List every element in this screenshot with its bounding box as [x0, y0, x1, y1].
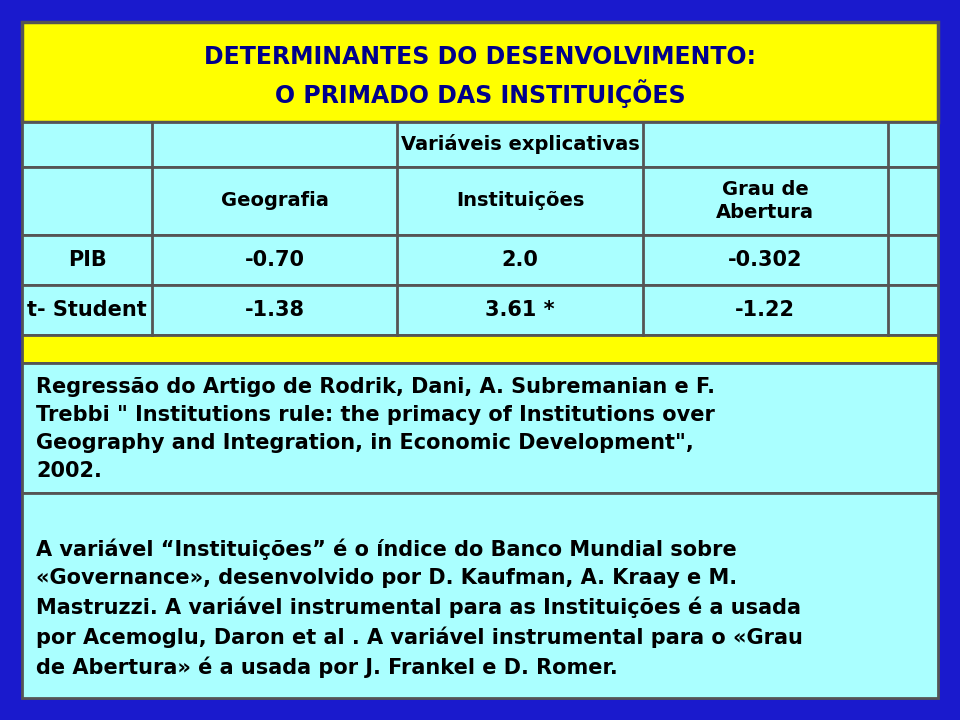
- Text: -1.22: -1.22: [735, 300, 795, 320]
- Text: Regressão do Artigo de Rodrik, Dani, A. Subremanian e F.
Trebbi " Institutions r: Regressão do Artigo de Rodrik, Dani, A. …: [36, 377, 715, 481]
- Text: -0.70: -0.70: [245, 250, 304, 270]
- Bar: [22, 122, 938, 167]
- Text: Grau de
Abertura: Grau de Abertura: [716, 180, 814, 222]
- Bar: [22, 285, 938, 335]
- Bar: [22, 363, 938, 493]
- Bar: [22, 167, 938, 235]
- Text: O PRIMADO DAS INSTITUIÇÕES: O PRIMADO DAS INSTITUIÇÕES: [275, 80, 685, 109]
- Text: PIB: PIB: [67, 250, 107, 270]
- Text: Instituições: Instituições: [456, 192, 585, 210]
- Text: -0.302: -0.302: [728, 250, 803, 270]
- Text: Geografia: Geografia: [221, 192, 328, 210]
- Text: Variáveis explicativas: Variáveis explicativas: [400, 135, 639, 155]
- Text: 2.0: 2.0: [501, 250, 539, 270]
- Text: 3.61 *: 3.61 *: [485, 300, 555, 320]
- Text: t- Student: t- Student: [27, 300, 147, 320]
- Text: DETERMINANTES DO DESENVOLVIMENTO:: DETERMINANTES DO DESENVOLVIMENTO:: [204, 45, 756, 69]
- Bar: [22, 235, 938, 285]
- Bar: [22, 493, 938, 698]
- Text: A variável “Instituições” é o índice do Banco Mundial sobre
«Governance», desenv: A variável “Instituições” é o índice do …: [36, 538, 803, 678]
- Bar: [22, 335, 938, 363]
- Text: -1.38: -1.38: [245, 300, 304, 320]
- Bar: [22, 22, 938, 122]
